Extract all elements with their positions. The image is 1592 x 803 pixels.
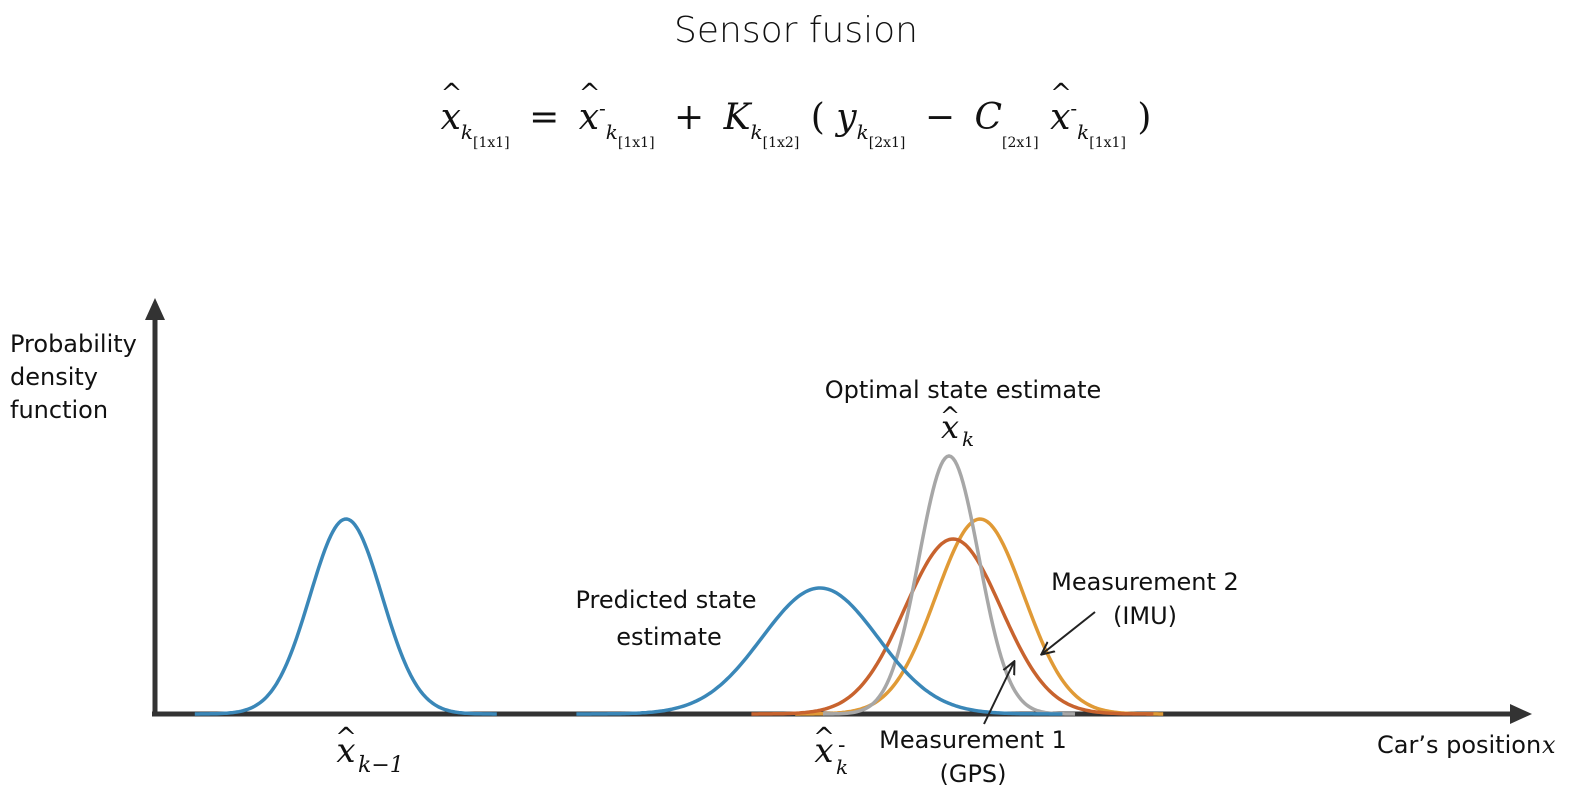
eq-xpred-sup: -: [599, 96, 606, 120]
eq-minus: −: [924, 97, 955, 138]
y-axis-label-line-3: function: [10, 396, 108, 424]
eq-lhs-dim: [1x1]: [473, 135, 510, 151]
measurement-2-arrow: [1042, 611, 1096, 654]
x-hat-k-sub: k: [962, 427, 974, 451]
measurement-2-sublabel: (IMU): [1113, 602, 1177, 630]
eq-xpred2-dim: [1x1]: [1089, 135, 1126, 151]
x-hat-k-label: x ^ k: [940, 402, 974, 451]
x-hat-k-pred-base: x: [814, 731, 833, 771]
eq-plus: +: [674, 97, 705, 138]
eq-equals: =: [529, 97, 560, 138]
eq-xpred2-sup: -: [1070, 96, 1078, 120]
eq-lhs-x: x: [440, 97, 461, 138]
x-hat-k-pred-label: x ^ - k: [813, 723, 848, 779]
predicted-estimate-label-line-2: estimate: [616, 623, 722, 651]
x-hat-k-pred-sup: -: [838, 733, 845, 758]
x-axis-label: Car’s position: [1377, 731, 1541, 759]
kalman-update-equation: ^ xk[1x1] = ^ x-k[1x1] + Kk[1x2] ( yk[2x1]…: [0, 79, 1592, 166]
x-hat-k-pred-hat: ^: [813, 723, 835, 753]
y-axis-arrowhead: [145, 298, 165, 320]
eq-xpred-sub: k: [605, 120, 618, 144]
measurement-1-label: Measurement 1: [879, 726, 1067, 754]
measurement-1-arrow: [983, 662, 1014, 725]
eq-predicted-estimate: ^ x: [578, 79, 601, 138]
eq-lhs-sub: k: [460, 120, 473, 144]
eq-c-matrix: C: [974, 97, 1002, 138]
eq-xpred2-x: x: [1050, 97, 1071, 138]
x-hat-k-minus-1-sub: k−1: [358, 753, 404, 778]
y-axis-label-line-2: density: [10, 363, 98, 391]
measurement-1-curve: [751, 537, 1154, 716]
x-hat-k-minus-1-label: x ^ k−1: [335, 723, 404, 778]
eq-open-paren: (: [810, 97, 825, 138]
predicted-estimate-curve: [576, 586, 1063, 716]
y-axis-label-line-1: Probability: [10, 330, 137, 358]
distribution-curves: [194, 454, 1164, 716]
predicted-estimate-label-line-1: Predicted state: [575, 586, 756, 614]
measurement-2-label: Measurement 2: [1051, 568, 1239, 596]
x-hat-k-minus-1-hat: ^: [335, 723, 357, 753]
eq-c-dim: [2x1]: [1002, 135, 1039, 151]
optimal-estimate-curve: [822, 454, 1076, 716]
measurement-1-sublabel: (GPS): [939, 760, 1006, 788]
page-title: Sensor fusion: [674, 10, 918, 51]
measurement-2-curve: [795, 517, 1164, 716]
eq-xpred-dim: [1x1]: [617, 135, 655, 151]
eq-close-paren: ): [1137, 97, 1152, 138]
previous-estimate-curve: [194, 517, 497, 716]
eq-xpred-x: x: [578, 97, 600, 138]
x-hat-k-pred-sub: k: [836, 755, 848, 779]
eq-predicted-estimate-2: ^ x: [1050, 79, 1072, 138]
eq-gain-sub: k: [750, 120, 763, 144]
x-hat-k-base: x: [941, 408, 959, 446]
optimal-estimate-label: Optimal state estimate: [825, 376, 1102, 404]
x-axis-variable: x: [1542, 731, 1556, 759]
eq-gain: K: [723, 97, 751, 138]
eq-measurement: y: [836, 97, 857, 138]
eq-meas-sub: k: [856, 120, 869, 144]
eq-gain-dim: [1x2]: [762, 135, 800, 151]
x-axis-arrowhead: [1510, 704, 1532, 724]
x-hat-k-hat: ^: [940, 402, 960, 430]
eq-xpred2-sub: k: [1077, 120, 1090, 144]
x-hat-k-minus-1-base: x: [336, 731, 355, 771]
eq-meas-dim: [2x1]: [868, 135, 906, 151]
eq-state-estimate: ^ x: [440, 79, 463, 138]
